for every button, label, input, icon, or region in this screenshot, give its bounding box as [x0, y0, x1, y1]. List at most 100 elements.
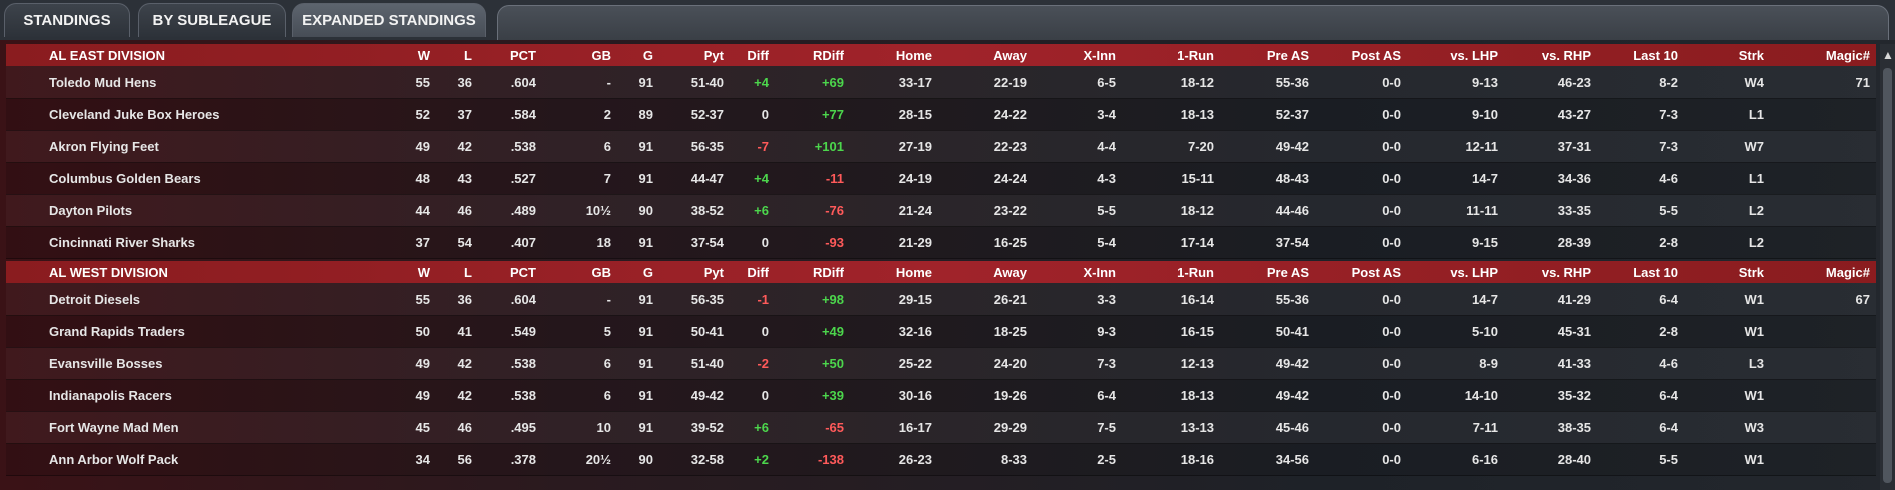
column-header-post-as[interactable]: Post AS [1351, 47, 1401, 63]
cell-pct: .489 [510, 202, 536, 218]
column-header-post-as[interactable]: Post AS [1351, 264, 1401, 280]
cell-gb: 18 [596, 234, 611, 250]
column-header-vs-rhp[interactable]: vs. RHP [1541, 47, 1591, 63]
cell-vs-rhp: 35-32 [1557, 387, 1591, 403]
column-header-gb[interactable]: GB [591, 47, 612, 63]
team-name-link[interactable]: Cincinnati River Sharks [49, 234, 195, 250]
column-header-pre-as[interactable]: Pre AS [1266, 47, 1309, 63]
team-row[interactable]: Indianapolis Racers 49 42 .538 6 91 49-42 0 +39 3… [6, 379, 1876, 412]
column-header-pct[interactable]: PCT [510, 264, 536, 280]
team-name-link[interactable]: Toledo Mud Hens [49, 74, 157, 90]
cell-away: 26-21 [993, 291, 1027, 307]
cell-pct: .538 [510, 138, 536, 154]
cell-one-run: 16-14 [1180, 291, 1214, 307]
column-header-gb[interactable]: GB [591, 264, 612, 280]
column-header-w[interactable]: W [417, 47, 430, 63]
cell-pct: .538 [510, 355, 536, 371]
team-row[interactable]: Ann Arbor Wolf Pack 34 56 .378 20½ 90 32-58 +2 -… [6, 443, 1876, 476]
team-row[interactable]: Cincinnati River Sharks 37 54 .407 18 91 37-54… [6, 226, 1876, 259]
team-row[interactable]: Columbus Golden Bears 48 43 .527 7 91 44-47 +4 -… [6, 162, 1876, 195]
column-header-pct[interactable]: PCT [510, 47, 536, 63]
cell-vs-lhp: 14-7 [1471, 291, 1498, 307]
scroll-up-icon[interactable]: ▲ [1882, 48, 1894, 62]
tab-expanded-standings[interactable]: EXPANDED STANDINGS [292, 3, 486, 37]
team-name-link[interactable]: Columbus Golden Bears [49, 170, 201, 186]
tab-by-subleague[interactable]: BY SUBLEAGUE [138, 3, 286, 37]
column-header-magic-number[interactable]: Magic# [1825, 264, 1870, 280]
team-row[interactable]: Detroit Diesels 55 36 .604 - 91 56-35 -1 +98 29-1… [6, 283, 1876, 316]
team-row[interactable]: Akron Flying Feet 49 42 .538 6 91 56-35 -7 +101 2… [6, 130, 1876, 163]
column-header-g[interactable]: G [642, 264, 653, 280]
column-header-vs-rhp[interactable]: vs. RHP [1541, 264, 1591, 280]
team-name-link[interactable]: Fort Wayne Mad Men [49, 419, 179, 435]
team-name-link[interactable]: Grand Rapids Traders [49, 323, 185, 339]
cell-pre-as: 49-42 [1275, 387, 1309, 403]
cell-pyt: 56-35 [690, 291, 724, 307]
cell-l: 42 [457, 387, 472, 403]
cell-diff: 0 [761, 387, 769, 403]
cell-rdiff: +39 [821, 387, 844, 403]
cell-rdiff: -65 [825, 419, 844, 435]
team-row[interactable]: Evansville Bosses 49 42 .538 6 91 51-40 -2 +50 25… [6, 347, 1876, 380]
team-name-link[interactable]: Akron Flying Feet [49, 138, 159, 154]
team-name-link[interactable]: Cleveland Juke Box Heroes [49, 106, 220, 122]
team-name-link[interactable]: Detroit Diesels [49, 291, 141, 307]
division-header: AL EAST DIVISION W L PCT GB G Pyt Diff RDiff Home… [6, 44, 1876, 66]
column-header-home[interactable]: Home [895, 47, 932, 63]
column-header-pre-as[interactable]: Pre AS [1266, 264, 1309, 280]
team-row[interactable]: Dayton Pilots 44 46 .489 10½ 90 38-52 +6 -76 21-2… [6, 194, 1876, 227]
team-row[interactable]: Fort Wayne Mad Men 45 46 .495 10 91 39-52 +6 -65… [6, 411, 1876, 444]
cell-pyt: 56-35 [690, 138, 724, 154]
vertical-scrollbar[interactable]: ▲ [1880, 44, 1895, 490]
column-header-diff[interactable]: Diff [747, 47, 769, 63]
division-name: AL EAST DIVISION [49, 47, 166, 63]
cell-w: 34 [415, 451, 430, 467]
column-header-vs-lhp[interactable]: vs. LHP [1450, 264, 1498, 280]
column-header-rdiff[interactable]: RDiff [812, 47, 844, 63]
cell-l: 41 [457, 323, 472, 339]
cell-pyt: 51-40 [690, 355, 724, 371]
column-header-streak[interactable]: Strk [1738, 264, 1764, 280]
column-header-l[interactable]: L [464, 47, 472, 63]
cell-pyt: 50-41 [690, 323, 724, 339]
column-header-pyt[interactable]: Pyt [703, 264, 724, 280]
cell-pre-as: 52-37 [1275, 106, 1309, 122]
cell-post-as: 0-0 [1382, 234, 1401, 250]
column-header-one-run[interactable]: 1-Run [1177, 47, 1214, 63]
column-header-home[interactable]: Home [895, 264, 932, 280]
cell-streak: L2 [1748, 202, 1764, 218]
column-header-away[interactable]: Away [993, 47, 1027, 63]
team-row[interactable]: Toledo Mud Hens 55 36 .604 - 91 51-40 +4 +69 33-1… [6, 66, 1876, 99]
cell-away: 8-33 [1000, 451, 1027, 467]
tab-standings[interactable]: STANDINGS [4, 3, 130, 37]
team-name-link[interactable]: Indianapolis Racers [49, 387, 172, 403]
column-header-x-inn[interactable]: X-Inn [1083, 264, 1117, 280]
team-name-link[interactable]: Ann Arbor Wolf Pack [49, 451, 179, 467]
team-name-link[interactable]: Evansville Bosses [49, 355, 163, 371]
column-header-one-run[interactable]: 1-Run [1177, 264, 1214, 280]
cell-home: 33-17 [898, 74, 932, 90]
column-header-g[interactable]: G [642, 47, 653, 63]
column-header-vs-lhp[interactable]: vs. LHP [1450, 47, 1498, 63]
column-header-w[interactable]: W [417, 264, 430, 280]
column-header-l[interactable]: L [464, 264, 472, 280]
cell-pct: .495 [510, 419, 536, 435]
column-header-rdiff[interactable]: RDiff [812, 264, 844, 280]
scrollbar-thumb[interactable] [1883, 68, 1892, 483]
cell-last-10: 2-8 [1659, 323, 1678, 339]
cell-away: 18-25 [993, 323, 1027, 339]
column-header-last-10[interactable]: Last 10 [1633, 47, 1678, 63]
column-header-magic-number[interactable]: Magic# [1825, 47, 1870, 63]
cell-x-inn: 6-5 [1097, 74, 1116, 90]
team-row[interactable]: Cleveland Juke Box Heroes 52 37 .584 2 89 52-3… [6, 98, 1876, 131]
team-name-link[interactable]: Dayton Pilots [49, 202, 133, 218]
team-row[interactable]: Grand Rapids Traders 50 41 .549 5 91 50-41 0 +49… [6, 315, 1876, 348]
column-header-last-10[interactable]: Last 10 [1633, 264, 1678, 280]
cell-away: 19-26 [993, 387, 1027, 403]
column-header-diff[interactable]: Diff [747, 264, 769, 280]
column-header-x-inn[interactable]: X-Inn [1083, 47, 1117, 63]
cell-away: 22-19 [993, 74, 1027, 90]
column-header-pyt[interactable]: Pyt [703, 47, 724, 63]
column-header-streak[interactable]: Strk [1738, 47, 1764, 63]
column-header-away[interactable]: Away [993, 264, 1027, 280]
